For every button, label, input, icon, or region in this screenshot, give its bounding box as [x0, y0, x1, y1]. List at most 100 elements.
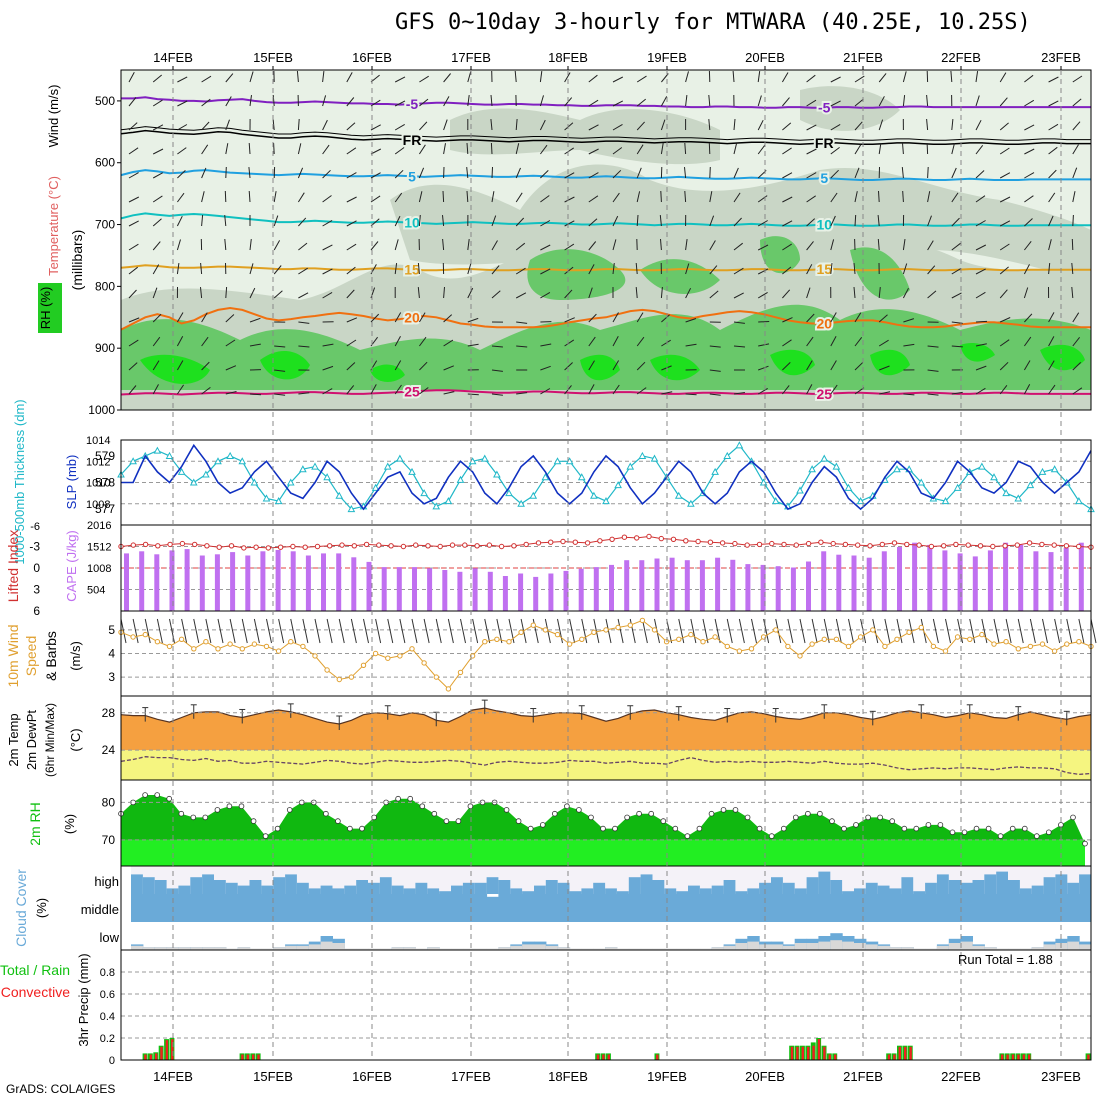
- panel-axis-labels: Wind (m/s) Temperature (°C) RH (%) (milliba…: [0, 85, 91, 1047]
- wind-barb: [878, 73, 887, 83]
- wind-barb: [322, 219, 333, 227]
- wind-barb: [515, 242, 526, 251]
- cape-bar: [897, 547, 902, 611]
- wind-speed-point: [954, 634, 961, 640]
- low-cloud-fill: [735, 943, 748, 950]
- wind-barb: [853, 286, 856, 299]
- wind-barb: [678, 618, 685, 644]
- wind-barb: [714, 618, 721, 644]
- wind-barb: [322, 388, 333, 395]
- wind-barb: [588, 360, 595, 371]
- cloud-fill: [782, 882, 796, 894]
- wind-barb: [491, 191, 495, 203]
- wind-speed-point: [809, 641, 815, 647]
- low-cloud-fill: [320, 941, 333, 950]
- wind-barb: [733, 217, 742, 227]
- thickness-point: [808, 465, 816, 473]
- low-cloud-fill: [830, 940, 843, 950]
- cloud-fill: [913, 891, 926, 894]
- wind-speed-point: [627, 622, 633, 628]
- wind-speed-point: [870, 627, 876, 633]
- wind-barb: [999, 72, 1007, 83]
- li-point: [793, 542, 799, 548]
- wind-barb: [370, 313, 380, 323]
- wind-barb: [733, 267, 744, 275]
- wind-barb: [975, 220, 986, 227]
- wind-barb: [322, 343, 334, 347]
- thickness-point: [723, 451, 732, 459]
- thickness-point: [456, 475, 465, 483]
- wind-barb: [636, 167, 642, 179]
- wind-barb: [1072, 362, 1082, 371]
- wind-barb: [806, 74, 816, 83]
- y-tick-label: 800: [95, 279, 115, 293]
- wind-barb: [273, 142, 275, 155]
- isotherm-line: [120, 212, 1091, 227]
- precip-conv-bar: [817, 1039, 821, 1060]
- date-label: 17FEB: [451, 1069, 491, 1084]
- wind-barb: [877, 238, 880, 251]
- wind-barb: [975, 170, 985, 179]
- cloud-fill: [948, 880, 962, 894]
- wind-barb: [636, 336, 645, 347]
- wind-barb: [152, 384, 159, 395]
- rh-point: [335, 818, 341, 824]
- rh-point: [1046, 829, 1052, 836]
- precip-conv-bar: [257, 1054, 260, 1060]
- wind-barb: [484, 618, 491, 644]
- wind-barb: [298, 292, 309, 299]
- cape-bar: [290, 551, 296, 611]
- cloud-fill: [1079, 894, 1092, 922]
- minmax-axis-label: (6hr Min/Max): [43, 703, 57, 777]
- li-point: [498, 543, 505, 550]
- wind-barb: [1066, 618, 1073, 644]
- isotherm-label: 25: [404, 383, 420, 399]
- rh-point: [419, 803, 426, 809]
- cloud-fill: [676, 891, 689, 894]
- cloud-fill: [664, 894, 677, 922]
- rh-point: [913, 825, 920, 832]
- wind-speed-point: [1051, 648, 1058, 654]
- rh-point: [756, 825, 763, 832]
- wind-barb: [660, 143, 664, 155]
- cloud-fill: [249, 894, 262, 922]
- precip-conv-bar: [893, 1054, 896, 1060]
- wind-barb: [515, 167, 521, 179]
- wind-barb: [999, 220, 1011, 227]
- slp-line: [121, 443, 1092, 511]
- wind-barb: [757, 291, 768, 299]
- wind-barb: [902, 71, 907, 83]
- wind-barb: [419, 387, 429, 395]
- cloud-fill: [178, 885, 191, 894]
- wind-barb: [641, 618, 648, 644]
- wind-barb: [152, 336, 161, 347]
- wind-barb: [636, 75, 647, 83]
- wind-barb: [128, 385, 137, 395]
- wind-barb: [981, 618, 988, 644]
- rh-point: [889, 818, 895, 824]
- wind-barb: [253, 618, 260, 644]
- isotherm-line: [120, 264, 1091, 272]
- wind-barb: [1072, 121, 1081, 131]
- cloud-fill: [545, 894, 559, 922]
- wind-barb: [927, 290, 937, 299]
- wind-barb: [169, 618, 175, 644]
- wind-barb: [491, 345, 503, 348]
- date-label: 23FEB: [1041, 50, 1081, 65]
- cloud-fill: [332, 888, 345, 894]
- cloud-fill: [688, 885, 701, 894]
- cape-bar: [518, 573, 524, 611]
- cloud-fill: [379, 877, 393, 894]
- precip-conv-bar: [171, 1039, 174, 1060]
- rh-point: [588, 814, 594, 821]
- wind-barb: [435, 618, 442, 644]
- wind-barb: [272, 119, 275, 131]
- wind-barb: [564, 362, 573, 371]
- wind-barb: [1048, 239, 1052, 251]
- vertical-gridlines: [172, 66, 1062, 1060]
- wind-barb: [811, 618, 818, 644]
- isotherm-line: [120, 126, 1091, 141]
- rh-point: [961, 829, 968, 836]
- wind-barb: [229, 618, 236, 644]
